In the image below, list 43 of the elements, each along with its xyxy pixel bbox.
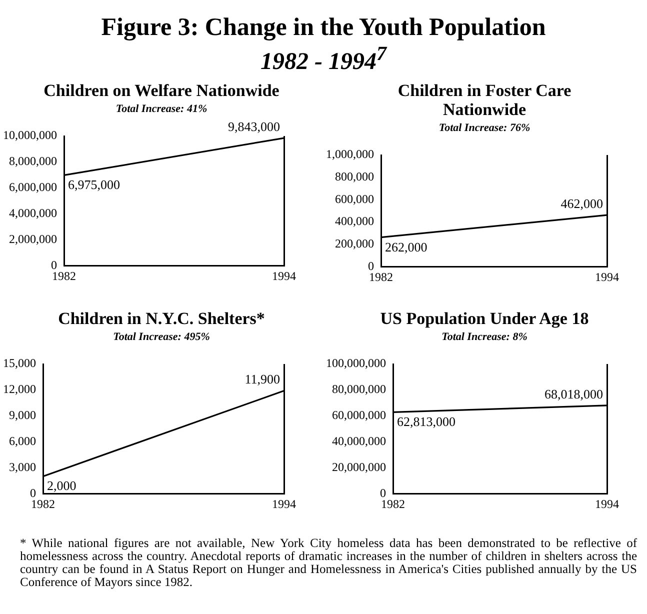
- y-tick-label: 60,000,000: [332, 408, 386, 422]
- y-tick-label: 10,000,000: [3, 128, 57, 142]
- chart-title: Children on Welfare Nationwide: [42, 81, 280, 100]
- chart-subtitle: Total Increase: 8%: [440, 330, 528, 344]
- y-tick-label: 12,000: [3, 382, 36, 396]
- y-tick-label: 6,000: [9, 434, 36, 448]
- caption: Figure 3: Change in the Youth Population: [100, 14, 547, 41]
- data-label: 2,000: [47, 478, 76, 494]
- y-tick-label: 600,000: [335, 192, 374, 206]
- y-tick-label: 3,000: [9, 460, 36, 474]
- y-tick-label: 15,000: [3, 356, 36, 370]
- y-tick-label: 6,000,000: [9, 180, 57, 194]
- data-label: 6,975,000: [68, 177, 120, 192]
- y-tick-label: 100,000,000: [326, 356, 386, 370]
- data-label: 9,843,000: [228, 118, 280, 134]
- x-tick-label: 1994: [272, 268, 296, 283]
- y-tick-label: 9,000: [9, 408, 36, 422]
- chart-subtitle: Total Increase: 76%: [438, 121, 532, 135]
- data-label: 68,018,000: [544, 386, 603, 402]
- data-label: 262,000: [385, 239, 428, 254]
- y-tick-label: 8,000,000: [9, 154, 57, 168]
- data-label: 62,813,000: [397, 414, 456, 430]
- x-tick-label: 1994: [272, 496, 296, 511]
- chart-title: Children in N.Y.C. Shelters*: [57, 309, 266, 328]
- data-label: 11,900: [244, 372, 280, 387]
- chart-subtitle: Total Increase: 495%: [112, 330, 211, 344]
- y-tick-label: 20,000,000: [332, 460, 386, 474]
- x-tick-label: 1994: [595, 496, 619, 511]
- y-tick-label: 1,000,000: [326, 147, 374, 162]
- text: 1982 - 1994$^{7}$: [260, 42, 388, 75]
- chart-title: US Population Under Age 18: [379, 309, 590, 328]
- y-tick-label: 4,000,000: [9, 206, 57, 220]
- y-tick-label: 40,000,000: [332, 434, 386, 448]
- x-tick-label: 1994: [595, 270, 619, 284]
- y-tick-label: 800,000: [335, 169, 374, 184]
- text: * While national figures are not available, New York City homeless data has been demonstrated to be reflective of homelessness across the country. Anecdotal reports of dramatic increases in the number of children in shelters across the country can be found in A Status Report on Hunger and Homelessness in America's Cities published annually by the US Conference of Mayors since 1982.: [20, 536, 637, 589]
- y-tick-label: 2,000,000: [9, 232, 57, 246]
- y-tick-label: 80,000,000: [332, 382, 386, 396]
- y-tick-label: 200,000: [335, 236, 374, 250]
- chart-subtitle: Total Increase: 41%: [114, 102, 208, 116]
- data-label: 462,000: [560, 196, 603, 211]
- chart-title: Children in Foster Care Nationwide: [396, 81, 572, 119]
- y-tick-label: 400,000: [335, 214, 374, 228]
